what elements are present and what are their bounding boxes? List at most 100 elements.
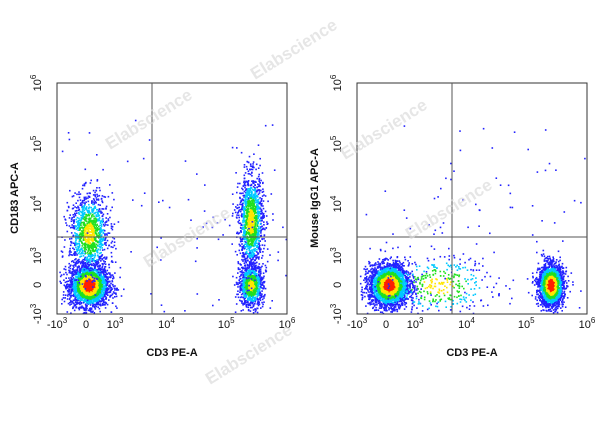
event-dot — [88, 214, 91, 217]
event-dot — [249, 215, 252, 218]
event-dot — [98, 288, 101, 290]
event-dot — [93, 202, 96, 204]
event-dot — [96, 199, 98, 201]
event-dot — [97, 248, 99, 251]
event-dot — [94, 223, 96, 225]
event-dot — [73, 266, 75, 268]
event-dot — [245, 165, 248, 168]
event-dot — [252, 284, 255, 286]
event-dot — [102, 292, 105, 295]
event-dot — [106, 287, 109, 289]
event-dot — [79, 268, 82, 271]
event-dot — [101, 287, 103, 290]
event-dot — [73, 281, 76, 284]
event-dot — [89, 296, 92, 298]
event-dot — [255, 280, 258, 283]
event-dot — [97, 289, 100, 292]
event-dot — [104, 276, 106, 278]
event-dot — [79, 273, 82, 275]
event-dot — [77, 290, 79, 293]
event-dot — [81, 250, 84, 253]
event-dot — [89, 282, 91, 284]
event-dot — [100, 220, 102, 223]
event-dot — [263, 295, 266, 297]
event-dot — [112, 297, 114, 299]
event-dot — [90, 206, 92, 209]
event-dot — [70, 251, 72, 253]
event-dot — [241, 290, 244, 293]
event-dot — [243, 302, 246, 304]
event-dot — [86, 293, 88, 296]
event-dot — [84, 168, 87, 171]
event-dot — [81, 269, 83, 272]
event-dot — [254, 290, 256, 292]
event-dot — [95, 300, 98, 303]
event-dot — [90, 291, 92, 293]
event-dot — [110, 251, 113, 254]
event-dot — [250, 300, 252, 303]
event-dot — [259, 281, 262, 283]
event-dot — [235, 281, 238, 284]
event-dot — [72, 242, 75, 244]
event-dot — [92, 224, 95, 226]
event-dot — [98, 225, 100, 228]
event-dot — [104, 283, 107, 286]
event-dot — [251, 265, 254, 268]
event-dot — [75, 288, 77, 291]
event-dot — [82, 210, 84, 213]
event-dot — [81, 222, 83, 224]
event-dot — [93, 288, 96, 290]
event-dot — [106, 269, 109, 272]
event-dot — [78, 249, 80, 251]
event-dot — [79, 248, 82, 251]
event-dot — [99, 292, 101, 294]
event-dot — [83, 222, 85, 224]
event-dot — [260, 307, 262, 309]
event-dot — [76, 269, 78, 271]
event-dot — [248, 294, 251, 296]
event-dot — [245, 291, 247, 293]
event-dot — [256, 267, 258, 270]
event-dot — [70, 280, 73, 282]
event-dot — [71, 272, 73, 275]
event-dot — [263, 281, 265, 284]
event-dot — [73, 261, 75, 264]
event-dot — [73, 216, 75, 218]
event-dot — [96, 250, 98, 252]
event-dot — [109, 216, 111, 219]
event-dot — [88, 269, 91, 272]
event-dot — [87, 287, 89, 289]
event-dot — [76, 209, 78, 212]
event-dot — [105, 205, 108, 208]
event-dot — [108, 291, 111, 294]
event-dot — [251, 175, 253, 177]
event-dot — [95, 247, 98, 250]
event-dot — [93, 227, 95, 229]
event-dot — [247, 170, 250, 172]
event-dot — [105, 285, 107, 287]
event-dot — [98, 228, 101, 230]
event-dot — [82, 294, 85, 296]
event-dot — [82, 276, 84, 278]
event-dot — [61, 298, 63, 301]
event-dot — [244, 199, 247, 201]
event-dot — [88, 226, 90, 228]
event-dot — [65, 287, 67, 290]
event-dot — [119, 266, 122, 269]
event-dot — [96, 276, 99, 278]
event-dot — [74, 210, 77, 212]
event-dot — [107, 218, 110, 220]
event-dot — [88, 244, 90, 247]
event-dot — [105, 279, 107, 281]
event-dot — [245, 299, 247, 302]
event-dot — [97, 271, 100, 274]
event-dot — [115, 293, 117, 295]
event-dot — [247, 279, 249, 282]
event-dot — [64, 285, 67, 288]
event-dot — [105, 256, 108, 259]
event-dot — [89, 249, 91, 252]
event-dot — [77, 212, 80, 214]
event-dot — [83, 272, 86, 274]
event-dot — [79, 253, 81, 255]
event-dot — [81, 270, 84, 273]
